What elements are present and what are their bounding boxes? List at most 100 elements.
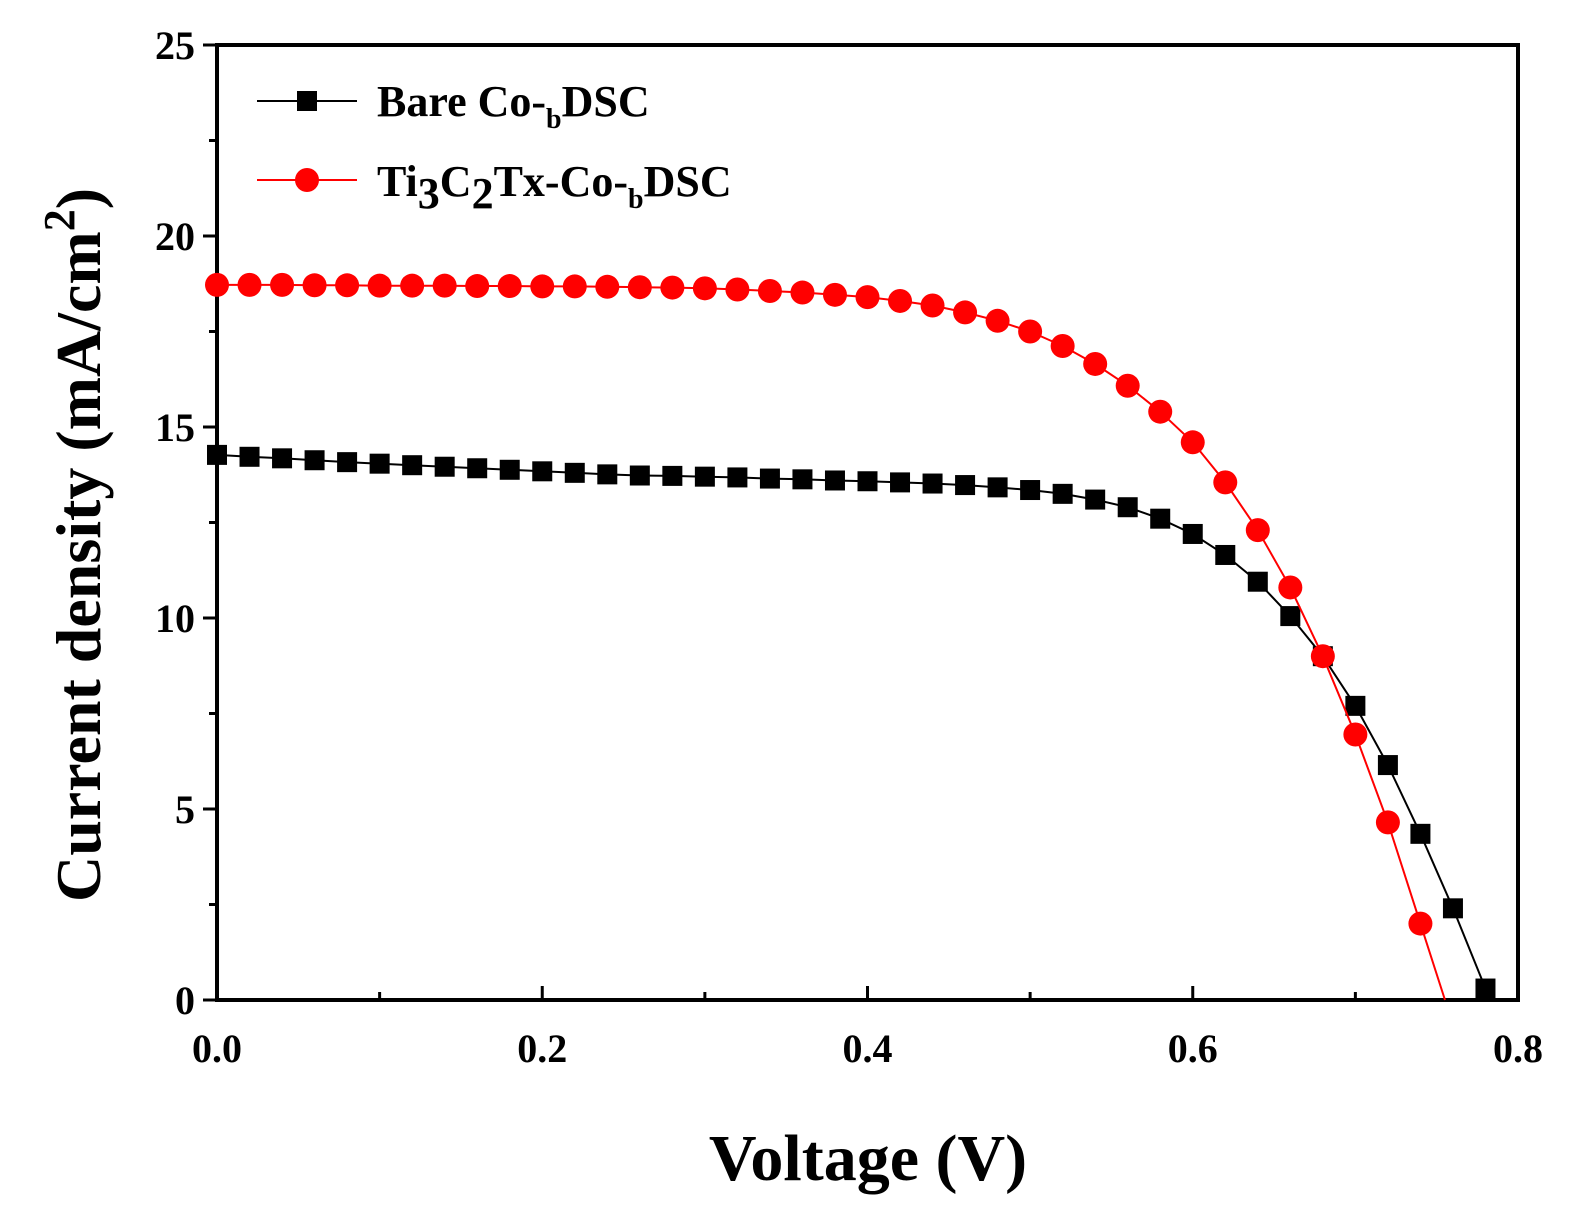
- data-point-circle: [888, 288, 913, 313]
- x-tick-label: 0.6: [1168, 1026, 1218, 1071]
- data-point-circle: [1408, 911, 1433, 936]
- data-point-square: [1020, 480, 1041, 501]
- data-point-circle: [627, 275, 652, 300]
- data-point-circle: [1115, 373, 1140, 398]
- y-axis-title-main: Current density (mA/cm: [43, 231, 114, 902]
- data-point-square: [890, 472, 911, 493]
- data-point-square: [662, 465, 683, 486]
- data-point-square: [1247, 571, 1268, 592]
- data-point-circle: [920, 293, 945, 318]
- y-tick-label: 5: [175, 787, 195, 832]
- data-point-square: [1085, 489, 1106, 510]
- data-point-circle: [465, 274, 490, 299]
- data-point-circle: [497, 274, 522, 299]
- data-point-square: [1215, 544, 1236, 565]
- data-point-square: [955, 475, 976, 496]
- data-point-square: [792, 469, 813, 490]
- data-point-square: [1182, 523, 1203, 544]
- legend-marker-circle: [295, 168, 319, 192]
- data-point-circle: [1343, 722, 1368, 747]
- legend-label-ti-part: DSC: [644, 157, 732, 206]
- data-point-square: [207, 444, 227, 465]
- data-point-circle: [660, 275, 685, 300]
- data-point-square: [239, 446, 260, 467]
- data-point-square: [1052, 483, 1073, 504]
- y-tick-label: 25: [155, 23, 195, 68]
- data-point-circle: [1083, 351, 1108, 376]
- legend-entry-bare: Bare Co-bDSC: [257, 77, 650, 135]
- legend-label-ti3c2tx: Ti3C2Tx-Co-bDSC: [377, 157, 732, 218]
- data-point-square: [987, 477, 1008, 498]
- data-point-circle: [1375, 810, 1400, 835]
- legend-label-bare-part: DSC: [562, 77, 650, 126]
- y-axis-title-close: ): [43, 188, 114, 209]
- data-point-square: [1280, 606, 1301, 627]
- y-tick-label: 0: [175, 978, 195, 1023]
- legend-label-ti-part: Tx-Co-: [494, 157, 628, 206]
- data-point-circle: [367, 273, 392, 298]
- data-point-square: [402, 455, 423, 476]
- data-point-square: [727, 467, 748, 488]
- data-point-square: [1117, 497, 1138, 518]
- data-point-square: [434, 456, 455, 477]
- y-tick-label: 20: [155, 214, 195, 259]
- data-point-circle: [562, 274, 587, 299]
- data-point-circle: [432, 273, 457, 298]
- legend-label-bare-subscript: b: [546, 104, 562, 135]
- series-ti3c2tx: [205, 272, 1446, 1001]
- data-point-circle: [1310, 644, 1335, 669]
- y-axis-title: Current density (mA/cm2): [35, 188, 114, 902]
- legend: Bare Co-bDSC Ti3C2Tx-Co-bDSC: [257, 77, 732, 218]
- data-point-circle: [302, 273, 327, 298]
- data-point-square: [694, 466, 715, 487]
- data-point-circle: [400, 273, 425, 298]
- legend-label-ti-subscript: b: [628, 184, 644, 215]
- series-line: [217, 283, 1446, 1001]
- data-point-square: [337, 452, 358, 473]
- data-point-square: [824, 470, 845, 491]
- data-point-circle: [270, 272, 295, 297]
- data-point-square: [759, 468, 780, 489]
- data-point-circle: [1018, 319, 1043, 344]
- data-point-circle: [595, 274, 620, 299]
- data-point-circle: [855, 285, 880, 310]
- data-point-square: [629, 465, 650, 486]
- data-point-circle: [953, 300, 978, 325]
- data-point-circle: [985, 308, 1010, 333]
- data-point-circle: [725, 277, 750, 302]
- data-point-circle: [692, 276, 717, 301]
- x-tick-label: 0.0: [192, 1026, 242, 1071]
- x-tick-label: 0.4: [843, 1026, 893, 1071]
- data-point-square: [1442, 898, 1463, 919]
- legend-label-ti-part: C: [440, 157, 472, 206]
- data-point-square: [1410, 823, 1431, 844]
- data-point-circle: [790, 280, 815, 305]
- y-tick-label: 10: [155, 596, 195, 641]
- data-point-square: [304, 450, 325, 471]
- legend-label-bare: Bare Co-bDSC: [377, 77, 650, 135]
- series-bare: [207, 444, 1496, 1001]
- legend-label-ti-subscript: 3: [418, 169, 440, 218]
- y-tick-label: 15: [155, 405, 195, 450]
- data-point-square: [597, 464, 618, 485]
- legend-marker-square: [297, 91, 317, 111]
- data-point-circle: [530, 274, 555, 299]
- data-point-circle: [1050, 334, 1075, 359]
- x-tick-label: 0.8: [1493, 1026, 1543, 1071]
- data-point-circle: [205, 272, 229, 297]
- data-point-square: [564, 462, 585, 483]
- data-point-square: [532, 461, 553, 482]
- x-tick-label: 0.2: [517, 1026, 567, 1071]
- data-point-circle: [1278, 575, 1303, 600]
- axis-ticks: [203, 43, 1520, 1002]
- data-point-square: [922, 473, 943, 494]
- data-point-circle: [335, 273, 360, 298]
- legend-label-bare-part: Bare Co-: [377, 77, 546, 126]
- legend-entry-ti3c2tx: Ti3C2Tx-Co-bDSC: [257, 157, 732, 218]
- legend-label-ti-subscript: 2: [472, 169, 494, 218]
- data-point-circle: [1213, 470, 1238, 495]
- data-point-square: [369, 453, 390, 474]
- data-point-circle: [822, 282, 847, 307]
- data-point-square: [1345, 695, 1366, 716]
